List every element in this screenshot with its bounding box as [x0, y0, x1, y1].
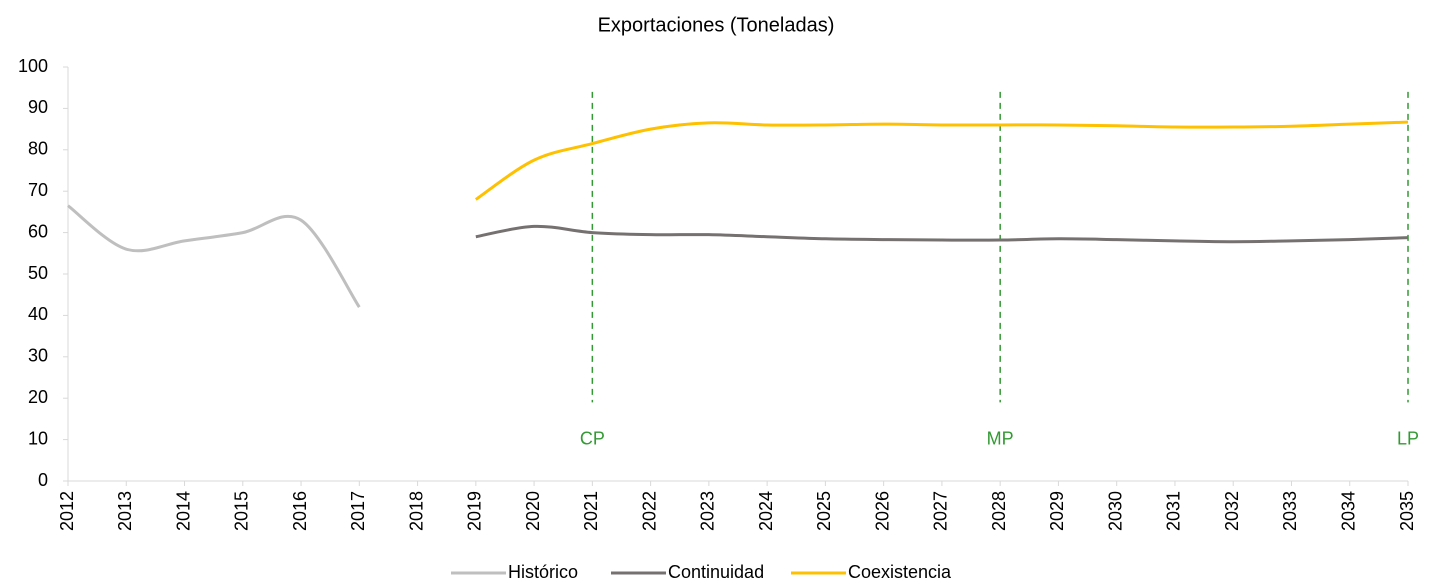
x-tick-label: 2026	[872, 491, 892, 531]
legend-label: Coexistencia	[848, 562, 952, 582]
y-tick-label: 10	[28, 428, 48, 448]
x-tick-label: 2028	[989, 491, 1009, 531]
x-tick-label: 2012	[57, 491, 77, 531]
x-tick-label: 2019	[465, 491, 485, 531]
y-tick-label: 80	[28, 139, 48, 159]
x-tick-label: 2035	[1397, 491, 1417, 531]
y-tick-label: 0	[38, 470, 48, 490]
period-label: LP	[1397, 428, 1419, 448]
y-tick-label: 100	[18, 56, 48, 76]
period-label: CP	[580, 428, 605, 448]
x-tick-label: 2030	[1105, 491, 1125, 531]
legend-label: Continuidad	[668, 562, 764, 582]
period-label: MP	[987, 428, 1014, 448]
y-tick-label: 30	[28, 346, 48, 366]
x-tick-label: 2032	[1222, 491, 1242, 531]
x-tick-label: 2023	[698, 491, 718, 531]
series-line	[67, 204, 361, 308]
x-tick-label: 2034	[1338, 491, 1358, 531]
x-tick-label: 2013	[115, 491, 135, 531]
x-tick-label: 2018	[406, 491, 426, 531]
y-tick-label: 70	[28, 180, 48, 200]
x-tick-label: 2027	[931, 491, 951, 531]
x-tick-label: 2014	[173, 491, 193, 531]
chart-title: Exportaciones (Toneladas)	[598, 14, 835, 36]
y-tick-label: 40	[28, 304, 48, 324]
series-line	[475, 224, 1409, 244]
x-tick-label: 2031	[1164, 491, 1184, 531]
legend-label: Histórico	[508, 562, 578, 582]
x-tick-label: 2025	[814, 491, 834, 531]
series-line	[474, 120, 1409, 201]
x-tick-label: 2022	[639, 491, 659, 531]
x-tick-label: 2017	[348, 491, 368, 531]
x-tick-label: 2015	[232, 491, 252, 531]
x-tick-label: 2020	[523, 491, 543, 531]
x-tick-label: 2029	[1047, 491, 1067, 531]
x-tick-label: 2016	[290, 491, 310, 531]
y-tick-label: 20	[28, 387, 48, 407]
x-tick-label: 2024	[756, 491, 776, 531]
x-tick-label: 2021	[581, 491, 601, 531]
y-tick-label: 90	[28, 97, 48, 117]
x-tick-label: 2033	[1280, 491, 1300, 531]
y-tick-label: 50	[28, 263, 48, 283]
y-tick-label: 60	[28, 221, 48, 241]
